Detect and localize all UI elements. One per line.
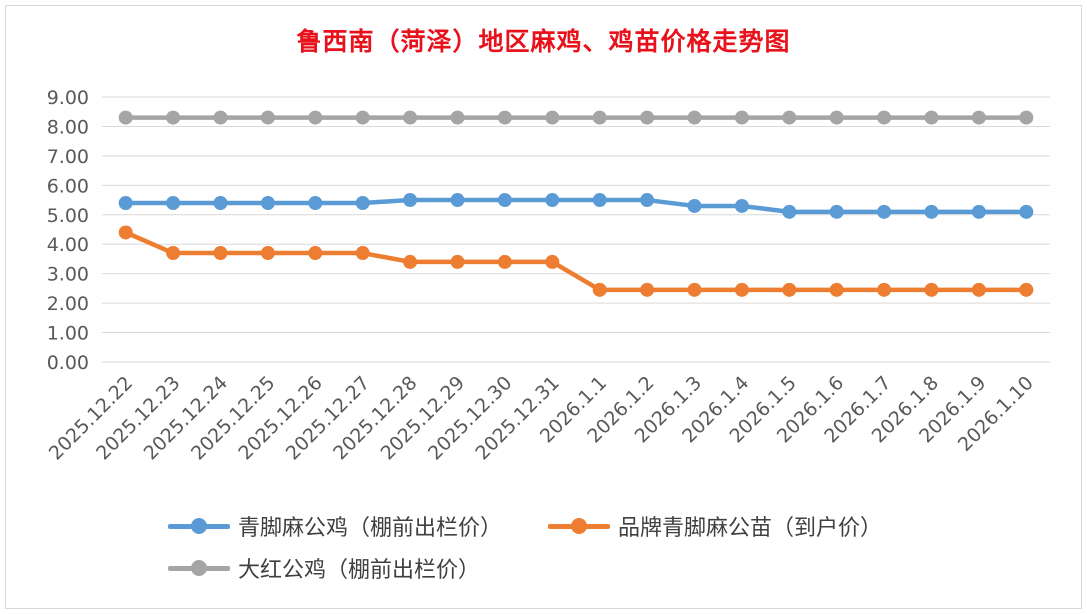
data-point-series-2: [1019, 282, 1034, 297]
y-tick-label: 7.00: [47, 146, 89, 168]
data-point-series-3: [308, 110, 323, 125]
data-point-series-2: [308, 246, 323, 261]
y-tick-label: 4.00: [47, 234, 89, 256]
y-tick-label: 2.00: [47, 293, 89, 315]
data-point-series-2: [734, 282, 749, 297]
data-point-series-3: [497, 110, 512, 125]
legend-item-series-2: 品牌青脚麻公苗（到户价）: [548, 510, 882, 542]
data-point-series-3: [260, 110, 275, 125]
y-tick-label: 0.00: [47, 352, 89, 374]
data-point-series-1: [592, 193, 607, 208]
y-tick-label: 3.00: [47, 264, 89, 286]
data-point-series-3: [592, 110, 607, 125]
data-point-series-2: [545, 254, 560, 269]
data-point-series-1: [782, 204, 797, 219]
data-point-series-1: [924, 204, 939, 219]
y-tick-label: 8.00: [47, 116, 89, 138]
data-point-series-2: [971, 282, 986, 297]
data-point-series-3: [450, 110, 465, 125]
data-point-series-1: [687, 198, 702, 213]
data-point-series-1: [971, 204, 986, 219]
data-point-series-2: [213, 246, 228, 261]
data-point-series-2: [640, 282, 655, 297]
data-point-series-1: [166, 196, 181, 210]
legend-label-series-2: 品牌青脚麻公苗（到户价）: [618, 516, 883, 541]
data-point-series-1: [545, 193, 560, 208]
data-point-series-3: [545, 110, 560, 125]
data-point-series-3: [166, 110, 181, 125]
data-point-series-1: [308, 196, 323, 210]
data-point-series-2: [450, 254, 465, 269]
legend-item-series-3: 大红公鸡（棚前出栏价）: [168, 552, 480, 584]
data-point-series-3: [118, 110, 133, 125]
data-point-series-2: [260, 246, 275, 261]
data-point-series-3: [829, 110, 844, 125]
data-point-series-3: [734, 110, 749, 125]
data-point-series-1: [355, 196, 370, 210]
data-point-series-3: [687, 110, 702, 125]
data-point-series-1: [213, 196, 228, 210]
data-point-series-1: [1019, 204, 1034, 219]
data-point-series-2: [877, 282, 892, 297]
legend-label-series-3: 大红公鸡（棚前出栏价）: [238, 558, 481, 583]
data-point-series-2: [592, 282, 607, 297]
series-line-1: [123, 197, 1029, 215]
y-tick-label: 6.00: [47, 175, 89, 197]
series-line-2: [123, 230, 1029, 293]
data-point-series-2: [924, 282, 939, 297]
data-point-series-3: [1019, 110, 1034, 125]
data-point-series-2: [355, 246, 370, 261]
data-point-series-3: [971, 110, 986, 125]
data-point-series-1: [118, 196, 133, 210]
legend-swatch-series-3: [168, 560, 230, 576]
data-point-series-1: [877, 204, 892, 219]
data-point-series-1: [734, 198, 749, 213]
data-point-series-2: [118, 225, 133, 240]
data-point-series-1: [403, 193, 418, 208]
data-point-series-1: [450, 193, 465, 208]
legend-item-series-1: 青脚麻公鸡（棚前出栏价）: [168, 510, 502, 542]
data-point-series-2: [497, 254, 512, 269]
data-point-series-3: [213, 110, 228, 125]
legend-swatch-series-1: [168, 518, 230, 534]
data-point-series-3: [403, 110, 418, 125]
legend-swatch-series-2: [548, 518, 610, 534]
data-point-series-1: [640, 193, 655, 208]
data-point-series-2: [166, 246, 181, 261]
data-point-series-1: [829, 204, 844, 219]
data-point-series-2: [403, 254, 418, 269]
data-point-series-3: [640, 110, 655, 125]
y-tick-label: 1.00: [47, 323, 89, 345]
data-point-series-2: [829, 282, 844, 297]
data-point-series-3: [782, 110, 797, 125]
chart-title: 鲁西南（菏泽）地区麻鸡、鸡苗价格走势图: [296, 27, 791, 56]
legend-label-series-1: 青脚麻公鸡（棚前出栏价）: [238, 516, 503, 541]
chart-frame: [5, 5, 1082, 609]
data-point-series-3: [877, 110, 892, 125]
data-point-series-1: [497, 193, 512, 208]
data-point-series-2: [687, 282, 702, 297]
data-point-series-2: [782, 282, 797, 297]
data-point-series-3: [355, 110, 370, 125]
y-tick-label: 5.00: [47, 205, 89, 227]
data-point-series-1: [260, 196, 275, 210]
y-tick-label: 9.00: [47, 87, 89, 109]
data-point-series-3: [924, 110, 939, 125]
